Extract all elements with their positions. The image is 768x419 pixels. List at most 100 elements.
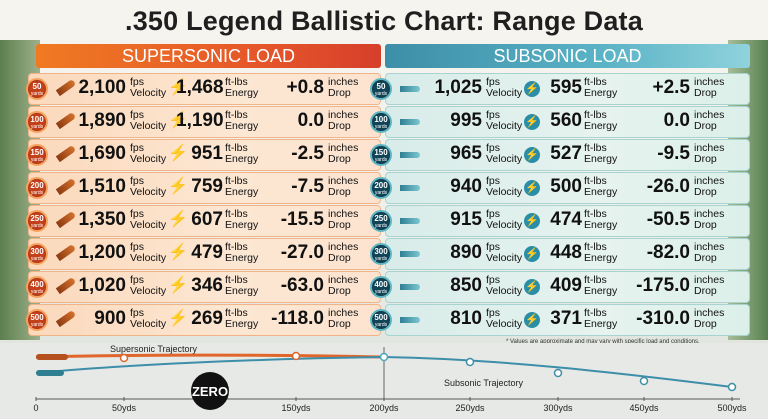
supersonic-drop-unit: inches Drop — [328, 209, 358, 231]
range-value: 50 — [376, 82, 386, 91]
supersonic-velocity-unit-unit: fps — [130, 142, 145, 154]
table-row: 500 yards 900 fps Velocity ⚡ 269 ft-lbs Energy -1… — [26, 304, 752, 336]
subsonic-bullet-marker — [36, 370, 64, 376]
supersonic-velocity-unit-label: Velocity — [130, 285, 167, 297]
energy-bolt-icon: ⚡ — [168, 145, 188, 162]
supersonic-drop: +0.8 — [286, 77, 324, 98]
subsonic-drop-unit-unit: inches — [694, 142, 725, 154]
range-badge-subsonic: 100 yards — [370, 111, 392, 133]
supersonic-velocity-unit: fps Velocity — [130, 242, 166, 264]
energy-bolt-icon: ⚡ — [168, 79, 188, 96]
supersonic-velocity: 1,890 — [78, 110, 126, 131]
supersonic-drop-unit-label: Drop — [328, 285, 351, 297]
subsonic-cell-bg — [385, 304, 750, 336]
range-badge-subsonic: 500 yards — [370, 309, 392, 331]
supersonic-cell-bg — [28, 139, 381, 171]
supersonic-drop-unit-unit: inches — [328, 274, 359, 286]
bullet-icon — [400, 218, 420, 224]
range-unit: yards — [374, 124, 388, 130]
subsonic-cell-bg — [385, 73, 750, 105]
subsonic-energy-unit: ft-lbs Energy — [584, 110, 617, 132]
supersonic-cell-bg — [28, 73, 381, 105]
subsonic-velocity-unit: fps Velocity — [486, 242, 522, 264]
subsonic-drop-unit: inches Drop — [694, 110, 724, 132]
x-tick-label: 50yds — [112, 403, 137, 413]
supersonic-energy-unit-unit: ft-lbs — [225, 274, 248, 286]
footnote: * Values are approximate and may vary wi… — [506, 339, 700, 345]
range-unit: yards — [374, 157, 388, 163]
supersonic-drop-unit: inches Drop — [328, 308, 358, 330]
table-row: 100 yards 1,890 fps Velocity ⚡ 1,190 ft-lbs Ener… — [26, 106, 752, 138]
range-unit: yards — [374, 91, 388, 97]
subsonic-energy-unit-unit: ft-lbs — [584, 142, 607, 154]
subsonic-velocity-unit-unit: fps — [486, 175, 501, 187]
range-value: 500 — [374, 313, 388, 322]
subsonic-energy-unit: ft-lbs Energy — [584, 143, 617, 165]
subsonic-trajectory-line-start — [35, 356, 385, 374]
range-badge-subsonic: 50 yards — [370, 78, 392, 100]
supersonic-velocity-unit-unit: fps — [130, 175, 145, 187]
supersonic-energy-unit-unit: ft-lbs — [225, 307, 248, 319]
subsonic-velocity-unit: fps Velocity — [486, 77, 522, 99]
range-badge-subsonic: 300 yards — [370, 243, 392, 265]
supersonic-velocity-unit-unit: fps — [130, 241, 145, 253]
supersonic-energy-unit-label: Energy — [225, 186, 259, 198]
subsonic-drop-unit: inches Drop — [694, 176, 724, 198]
subsonic-cell-bg — [385, 139, 750, 171]
bullet-icon — [400, 152, 420, 158]
supersonic-energy-unit-label: Energy — [225, 219, 259, 231]
energy-bolt-icon: ⚡ — [168, 277, 188, 294]
subsonic-drop-unit-unit: inches — [694, 208, 725, 220]
subsonic-energy-unit: ft-lbs Energy — [584, 275, 617, 297]
energy-bolt-icon: ⚡ — [524, 213, 540, 229]
subsonic-velocity-unit-label: Velocity — [486, 87, 523, 99]
x-tick-label: 150yds — [281, 403, 311, 413]
subsonic-velocity: 965 — [450, 143, 482, 164]
supersonic-velocity: 1,510 — [78, 176, 126, 197]
range-value: 300 — [374, 247, 388, 256]
supersonic-velocity-unit-unit: fps — [130, 76, 145, 88]
supersonic-trajectory-line — [35, 353, 385, 359]
range-unit: yards — [374, 289, 388, 295]
energy-bolt-icon: ⚡ — [168, 112, 188, 129]
supersonic-velocity-unit-unit: fps — [130, 109, 145, 121]
range-badge-supersonic: 150 yards — [26, 144, 48, 166]
subsonic-velocity-unit-label: Velocity — [486, 153, 523, 165]
trajectory-point — [727, 382, 737, 392]
supersonic-energy: 951 — [191, 143, 223, 164]
subsonic-drop-unit: inches Drop — [694, 77, 724, 99]
supersonic-cell-bg — [28, 172, 381, 204]
supersonic-energy-unit-label: Energy — [225, 153, 259, 165]
subsonic-velocity-unit: fps Velocity — [486, 209, 522, 231]
x-tick-label: 500yds — [717, 403, 747, 413]
range-value: 300 — [30, 247, 44, 256]
subsonic-drop: -26.0 — [646, 176, 690, 197]
bullet-icon — [400, 317, 420, 323]
subsonic-drop: +2.5 — [652, 77, 690, 98]
supersonic-velocity-unit: fps Velocity — [130, 143, 166, 165]
subsonic-velocity: 995 — [450, 110, 482, 131]
table-row: 150 yards 1,690 fps Velocity ⚡ 951 ft-lbs Energy… — [26, 139, 752, 171]
subsonic-drop-unit-label: Drop — [694, 318, 717, 330]
subsonic-velocity-unit-label: Velocity — [486, 120, 523, 132]
supersonic-drop-unit-unit: inches — [328, 208, 359, 220]
supersonic-energy-unit-unit: ft-lbs — [225, 241, 248, 253]
supersonic-cell-bg — [28, 304, 381, 336]
supersonic-drop-unit-label: Drop — [328, 87, 351, 99]
energy-bolt-icon: ⚡ — [168, 310, 188, 327]
subsonic-velocity: 915 — [450, 209, 482, 230]
subsonic-energy-unit-label: Energy — [584, 120, 618, 132]
range-badge-subsonic: 400 yards — [370, 276, 392, 298]
subsonic-velocity-unit: fps Velocity — [486, 176, 522, 198]
supersonic-drop-unit-label: Drop — [328, 318, 351, 330]
subsonic-drop: -50.5 — [646, 209, 690, 230]
supersonic-drop-unit: inches Drop — [328, 176, 358, 198]
trajectory-chart: 0 50yds 150yds 200yds 250yds 300yds 450yds 500y… — [0, 343, 768, 419]
bullet-icon — [400, 284, 420, 290]
subsonic-energy-unit: ft-lbs Energy — [584, 77, 617, 99]
energy-bolt-icon: ⚡ — [524, 147, 540, 163]
supersonic-velocity-unit: fps Velocity — [130, 209, 166, 231]
energy-bolt-icon: ⚡ — [524, 279, 540, 295]
subsonic-cell-bg — [385, 271, 750, 303]
subsonic-velocity-unit-unit: fps — [486, 109, 501, 121]
